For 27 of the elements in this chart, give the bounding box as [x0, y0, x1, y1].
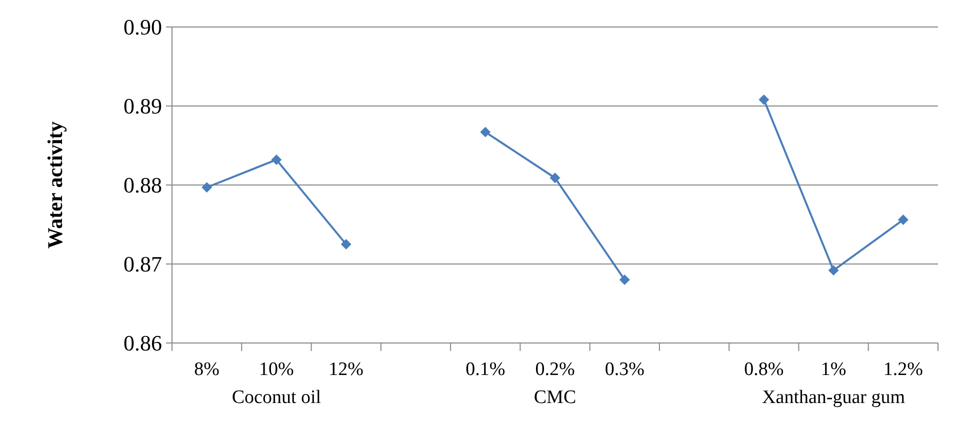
- point: [480, 126, 491, 138]
- point: [758, 94, 770, 105]
- text: Coconut oil: [232, 387, 322, 408]
- x-tick-label: 1%: [820, 359, 846, 380]
- x-tick-label: 8%: [194, 359, 220, 380]
- point: [898, 214, 908, 225]
- text: CMC: [534, 387, 576, 408]
- text: Xanthan-guar gum: [762, 387, 906, 408]
- x-tick-label: 10%: [259, 359, 294, 380]
- x-tick-label: 12%: [328, 359, 364, 380]
- x-tick-label: 0.1%: [466, 359, 506, 380]
- y-tick-label: 0.89: [124, 94, 162, 119]
- point: [550, 172, 560, 184]
- x-tick-label: 1.2%: [883, 359, 924, 380]
- y-tick-label: 0.87: [124, 252, 162, 277]
- y-axis-title: Water activity: [43, 120, 67, 249]
- y-tick-label: 0.86: [124, 330, 162, 356]
- point: [202, 182, 212, 193]
- x-tick-label: 0.2%: [535, 359, 575, 380]
- x-tick-label: 0.3%: [604, 359, 645, 380]
- y-tick-label: 0.88: [124, 172, 162, 198]
- y-tick-label: 0.90: [124, 14, 162, 40]
- point: [619, 274, 630, 286]
- x-tick-label: 0.8%: [744, 359, 784, 380]
- point: [828, 265, 839, 276]
- point: [271, 154, 282, 165]
- point: [340, 239, 352, 250]
